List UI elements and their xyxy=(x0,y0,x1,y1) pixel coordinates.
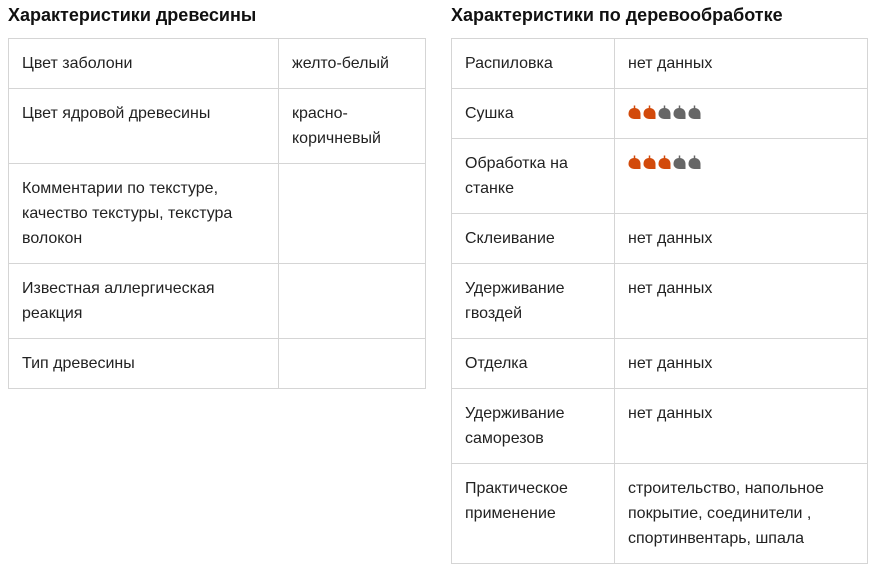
row-value: нет данных xyxy=(614,263,868,339)
table-row: Обработка на станке xyxy=(451,138,868,214)
row-label: Обработка на станке xyxy=(451,138,615,214)
leaf-icon xyxy=(688,155,701,169)
row-value: желто-белый xyxy=(278,38,426,89)
wood-characteristics-table: Цвет заболони желто-белый Цвет ядровой дре… xyxy=(8,38,426,389)
row-label: Сушка xyxy=(451,88,615,139)
leaf-icon xyxy=(658,155,671,169)
leaf-icon xyxy=(643,155,656,169)
row-value xyxy=(278,338,426,389)
row-value: нет данных xyxy=(614,388,868,464)
row-label: Цвет ядровой древесины xyxy=(8,88,279,164)
row-label: Удерживание саморезов xyxy=(451,388,615,464)
row-label: Распиловка xyxy=(451,38,615,89)
leaf-icon xyxy=(628,105,641,119)
row-value: нет данных xyxy=(614,213,868,264)
leaf-icon xyxy=(628,155,641,169)
table-row: Удерживание гвоздей нет данных xyxy=(451,263,868,339)
rating-leaves xyxy=(614,138,868,214)
row-value: строительство, напольное покрытие, соеди… xyxy=(614,463,868,564)
table-row: Удерживание саморезов нет данных xyxy=(451,388,868,464)
row-value: красно-коричневый xyxy=(278,88,426,164)
table-row: Цвет ядровой древесины красно-коричневый xyxy=(8,88,426,164)
leaf-icon xyxy=(688,105,701,119)
table-row: Склеивание нет данных xyxy=(451,213,868,264)
row-value xyxy=(278,263,426,339)
table-row: Известная аллергическая реакция xyxy=(8,263,426,339)
leaf-icon xyxy=(673,155,686,169)
row-label: Цвет заболони xyxy=(8,38,279,89)
table-row: Практическое применение строительство, на… xyxy=(451,463,868,564)
woodworking-table: Распиловка нет данных Сушка Обработка на ст… xyxy=(451,38,868,564)
row-label: Практическое применение xyxy=(451,463,615,564)
row-label: Известная аллергическая реакция xyxy=(8,263,279,339)
table-row: Тип древесины xyxy=(8,338,426,389)
row-value xyxy=(278,163,426,264)
table-row: Цвет заболони желто-белый xyxy=(8,38,426,89)
row-value: нет данных xyxy=(614,38,868,89)
row-label: Отделка xyxy=(451,338,615,389)
row-label: Тип древесины xyxy=(8,338,279,389)
table-row: Распиловка нет данных xyxy=(451,38,868,89)
table-row: Отделка нет данных xyxy=(451,338,868,389)
woodworking-title: Характеристики по деревообработке xyxy=(451,5,783,25)
row-value: нет данных xyxy=(614,338,868,389)
table-row: Комментарии по текстуре, качество тексту… xyxy=(8,163,426,264)
table-row: Сушка xyxy=(451,88,868,139)
row-label: Удерживание гвоздей xyxy=(451,263,615,339)
leaf-icon xyxy=(658,105,671,119)
row-label: Склеивание xyxy=(451,213,615,264)
leaf-icon xyxy=(673,105,686,119)
row-label: Комментарии по текстуре, качество тексту… xyxy=(8,163,279,264)
rating-leaves xyxy=(614,88,868,139)
wood-characteristics-title: Характеристики древесины xyxy=(8,5,257,25)
leaf-icon xyxy=(643,105,656,119)
